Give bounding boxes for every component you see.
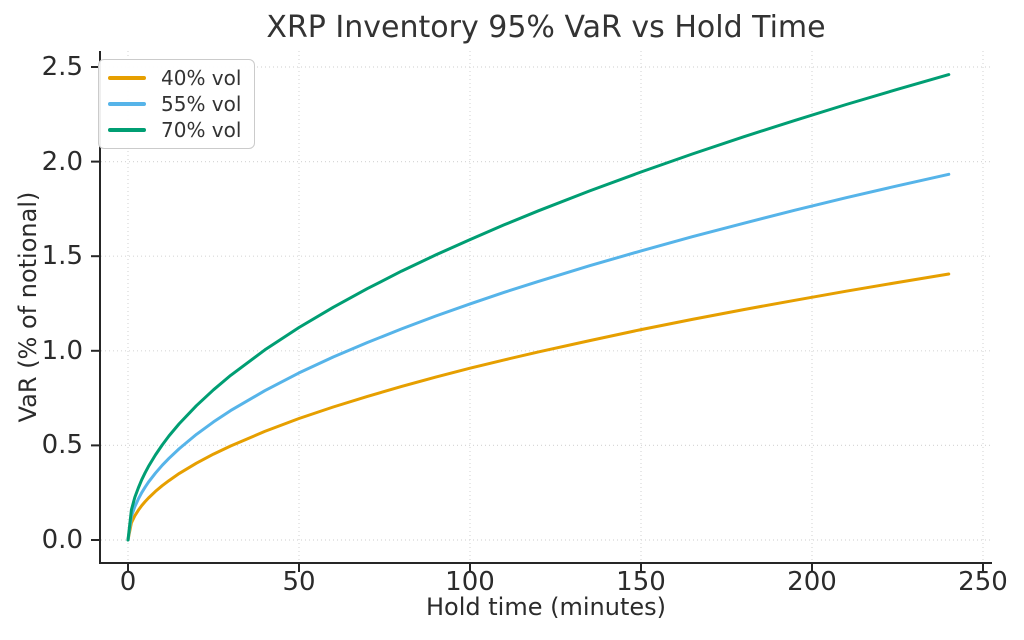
- x-tick-label: 0: [119, 567, 137, 597]
- x-axis-label: Hold time (minutes): [426, 593, 666, 621]
- legend: 40% vol 55% vol 70% vol: [98, 59, 256, 149]
- y-tick-label: 1.5: [41, 241, 83, 272]
- legend-label: 55% vol: [161, 92, 242, 116]
- legend-line-swatch: [108, 102, 146, 106]
- curve-55-vol: [126, 172, 951, 542]
- legend-line-swatch: [108, 76, 146, 80]
- y-axis-label: VaR (% of notional): [13, 191, 42, 423]
- curve-40-vol: [126, 272, 951, 542]
- legend-label: 40% vol: [161, 66, 242, 90]
- legend-label: 70% vol: [161, 118, 242, 142]
- curve-70-vol: [126, 73, 951, 542]
- y-tick-label: 2.0: [41, 146, 83, 177]
- x-tick-label: 200: [787, 567, 837, 597]
- chart-title: XRP Inventory 95% VaR vs Hold Time: [266, 10, 826, 45]
- legend-item: 55% vol: [108, 91, 241, 117]
- x-tick-label: 50: [282, 567, 316, 597]
- y-tick-label: 1.0: [41, 335, 83, 366]
- x-tick-label: 100: [445, 567, 495, 597]
- y-tick-label: 2.5: [41, 52, 83, 82]
- legend-line-swatch: [108, 128, 146, 132]
- legend-item: 40% vol: [108, 65, 241, 91]
- y-tick-label: 0.0: [41, 524, 83, 555]
- x-tick-label: 150: [616, 567, 666, 597]
- legend-item: 70% vol: [108, 117, 241, 143]
- x-tick-label: 250: [958, 567, 1008, 597]
- y-tick-label: 0.5: [41, 430, 83, 461]
